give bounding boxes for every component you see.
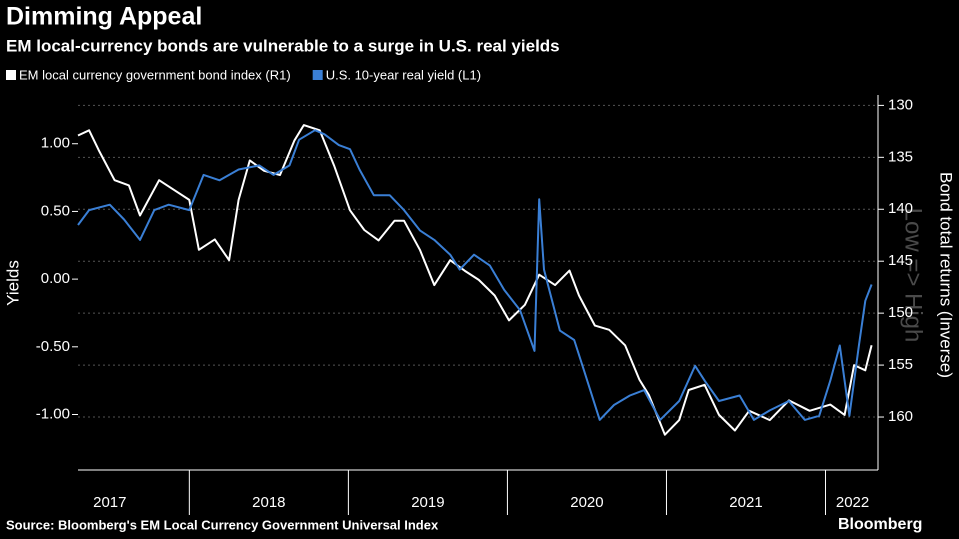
y2-tick-label: 155 bbox=[888, 356, 913, 373]
annotation: Low => High bbox=[900, 208, 927, 343]
chart-title: Dimming Appeal bbox=[6, 3, 202, 31]
y-tick-label: 0.00 bbox=[41, 270, 70, 287]
series-line bbox=[77, 124, 873, 436]
x-tick-label: 2018 bbox=[252, 494, 285, 511]
y-axis-label: Yields bbox=[3, 260, 22, 306]
chart-subtitle: EM local-currency bonds are vulnerable t… bbox=[6, 36, 560, 55]
legend-swatch bbox=[312, 70, 323, 80]
legend-label: EM local currency government bond index … bbox=[19, 67, 291, 82]
y-tick-label: -0.50 bbox=[36, 338, 70, 355]
x-tick-label: 2017 bbox=[93, 494, 126, 511]
y2-tick-label: 150 bbox=[888, 304, 913, 321]
y2-tick-label: 140 bbox=[888, 200, 913, 217]
legend-label: U.S. 10-year real yield (L1) bbox=[326, 67, 481, 82]
logo: Bloomberg bbox=[838, 516, 922, 533]
x-tick-label: 2022 bbox=[836, 494, 869, 511]
legend-swatch bbox=[6, 70, 16, 80]
y-tick-label: 1.00 bbox=[41, 135, 70, 152]
y2-tick-label: 145 bbox=[888, 252, 913, 269]
y-tick-label: -1.00 bbox=[36, 405, 70, 422]
x-tick-label: 2019 bbox=[411, 494, 444, 511]
y2-tick-label: 135 bbox=[888, 148, 913, 165]
y-tick-label: 0.50 bbox=[41, 202, 70, 219]
y2-tick-label: 130 bbox=[888, 96, 913, 113]
y2-axis-label: Bond total returns (Inverse) bbox=[937, 172, 956, 378]
x-tick-label: 2020 bbox=[570, 494, 603, 511]
x-tick-label: 2021 bbox=[729, 494, 762, 511]
y2-tick-label: 160 bbox=[888, 408, 913, 425]
source: Source: Bloomberg's EM Local Currency Go… bbox=[6, 517, 439, 532]
series-line bbox=[77, 129, 873, 421]
